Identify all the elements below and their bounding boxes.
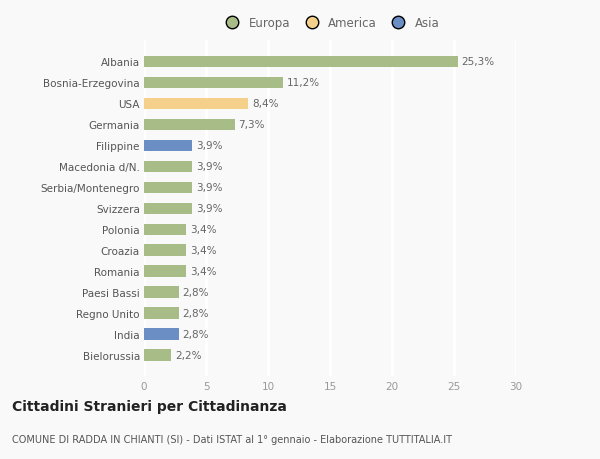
Bar (144, 350, 171, 361)
Text: 2,8%: 2,8% (182, 308, 209, 319)
Text: 8,4%: 8,4% (252, 99, 278, 109)
Text: 3,9%: 3,9% (196, 204, 223, 214)
Bar (144, 287, 179, 298)
Legend: Europa, America, Asia: Europa, America, Asia (217, 14, 443, 34)
Text: 11,2%: 11,2% (287, 78, 320, 88)
Bar (144, 78, 283, 89)
Text: 2,8%: 2,8% (182, 330, 209, 340)
Bar (144, 245, 186, 257)
Bar (144, 224, 186, 235)
Text: 3,9%: 3,9% (196, 141, 223, 151)
Bar (144, 140, 193, 152)
Text: Cittadini Stranieri per Cittadinanza: Cittadini Stranieri per Cittadinanza (12, 399, 287, 413)
Bar (144, 329, 179, 340)
Text: 2,2%: 2,2% (175, 350, 202, 360)
Bar (144, 161, 193, 173)
Bar (144, 308, 179, 319)
Text: 7,3%: 7,3% (238, 120, 265, 130)
Text: 3,4%: 3,4% (190, 225, 217, 235)
Text: 25,3%: 25,3% (461, 57, 494, 67)
Bar (144, 182, 193, 194)
Bar (144, 119, 235, 131)
Bar (144, 98, 248, 110)
Text: COMUNE DI RADDA IN CHIANTI (SI) - Dati ISTAT al 1° gennaio - Elaborazione TUTTIT: COMUNE DI RADDA IN CHIANTI (SI) - Dati I… (12, 434, 452, 444)
Text: 3,4%: 3,4% (190, 246, 217, 256)
Bar (144, 203, 193, 215)
Bar (144, 266, 186, 277)
Text: 3,4%: 3,4% (190, 267, 217, 277)
Bar (144, 56, 458, 68)
Text: 3,9%: 3,9% (196, 183, 223, 193)
Text: 2,8%: 2,8% (182, 288, 209, 297)
Text: 3,9%: 3,9% (196, 162, 223, 172)
